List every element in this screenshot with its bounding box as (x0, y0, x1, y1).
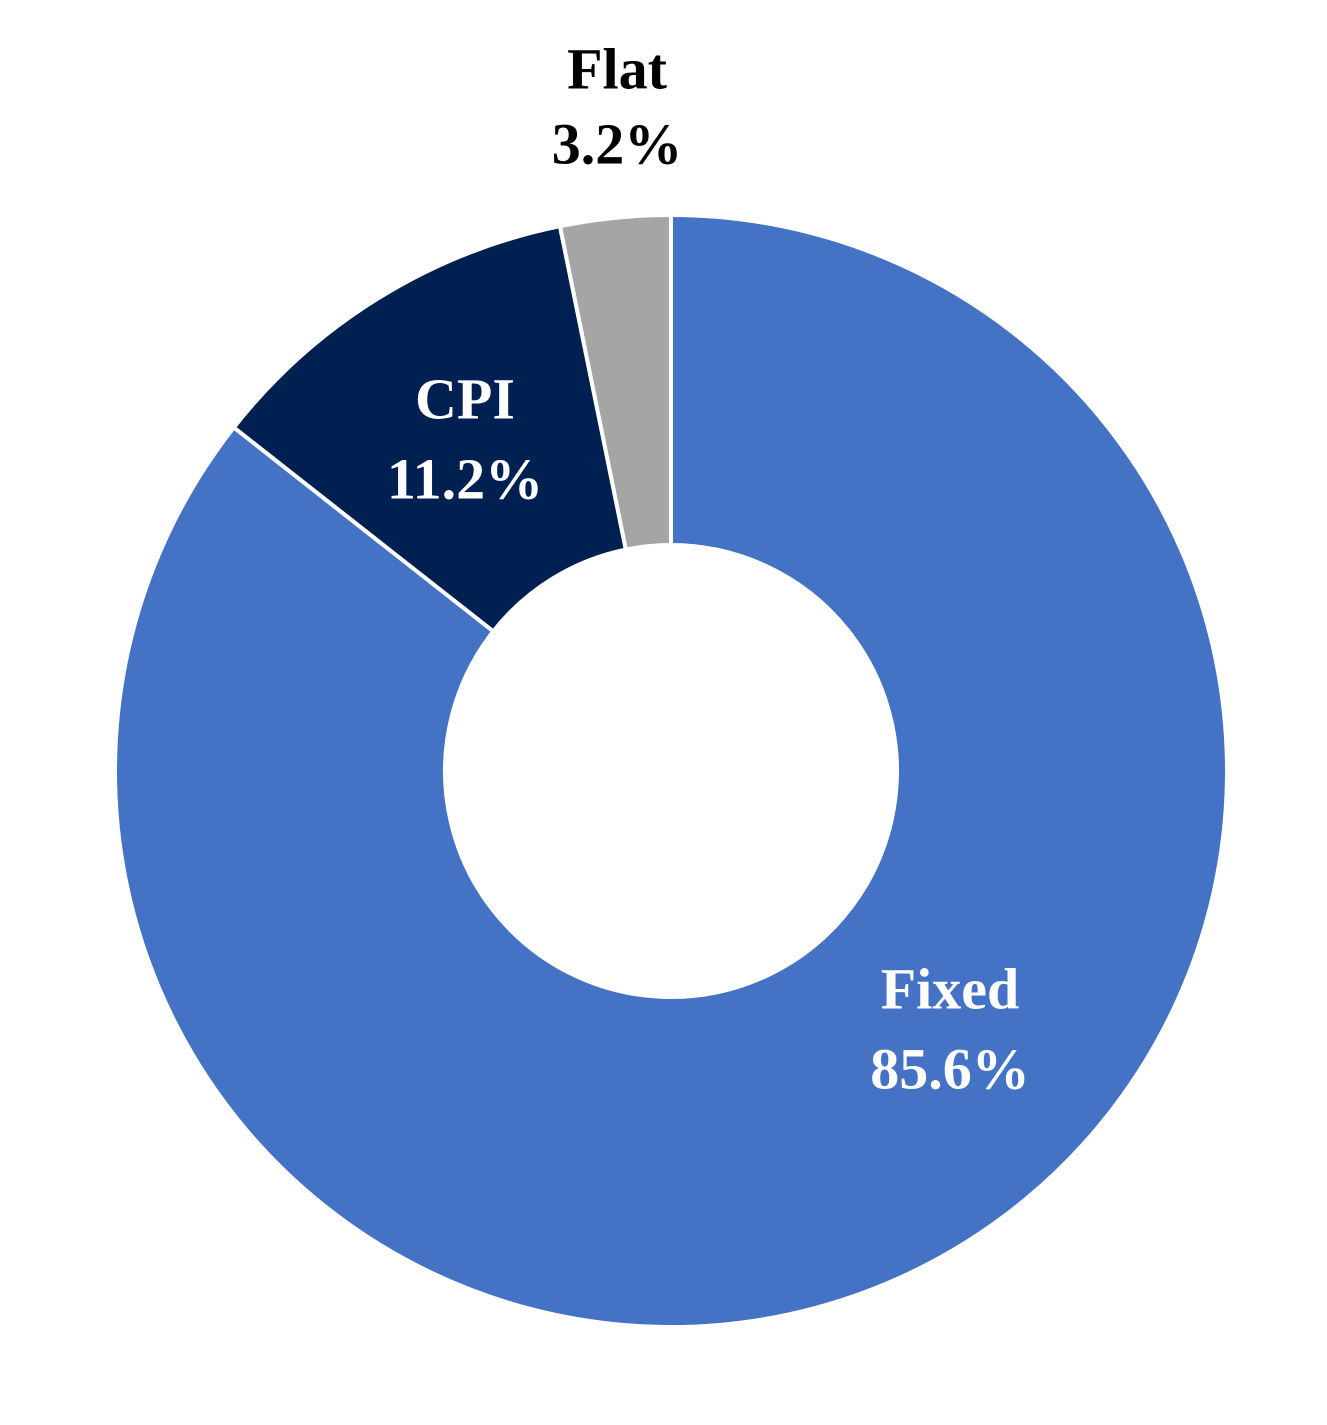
slice-value-label: 3.2% (552, 111, 683, 176)
slice-category-label: CPI (415, 366, 515, 431)
slice-value-label: 85.6% (870, 1036, 1030, 1101)
donut-slice (231, 223, 629, 635)
donut-slice (113, 212, 1229, 1329)
slice-category-label: Flat (567, 36, 668, 101)
donut-slice (557, 212, 673, 552)
slice-value-label: 11.2% (387, 446, 543, 511)
slice-category-label: Fixed (881, 956, 1020, 1021)
